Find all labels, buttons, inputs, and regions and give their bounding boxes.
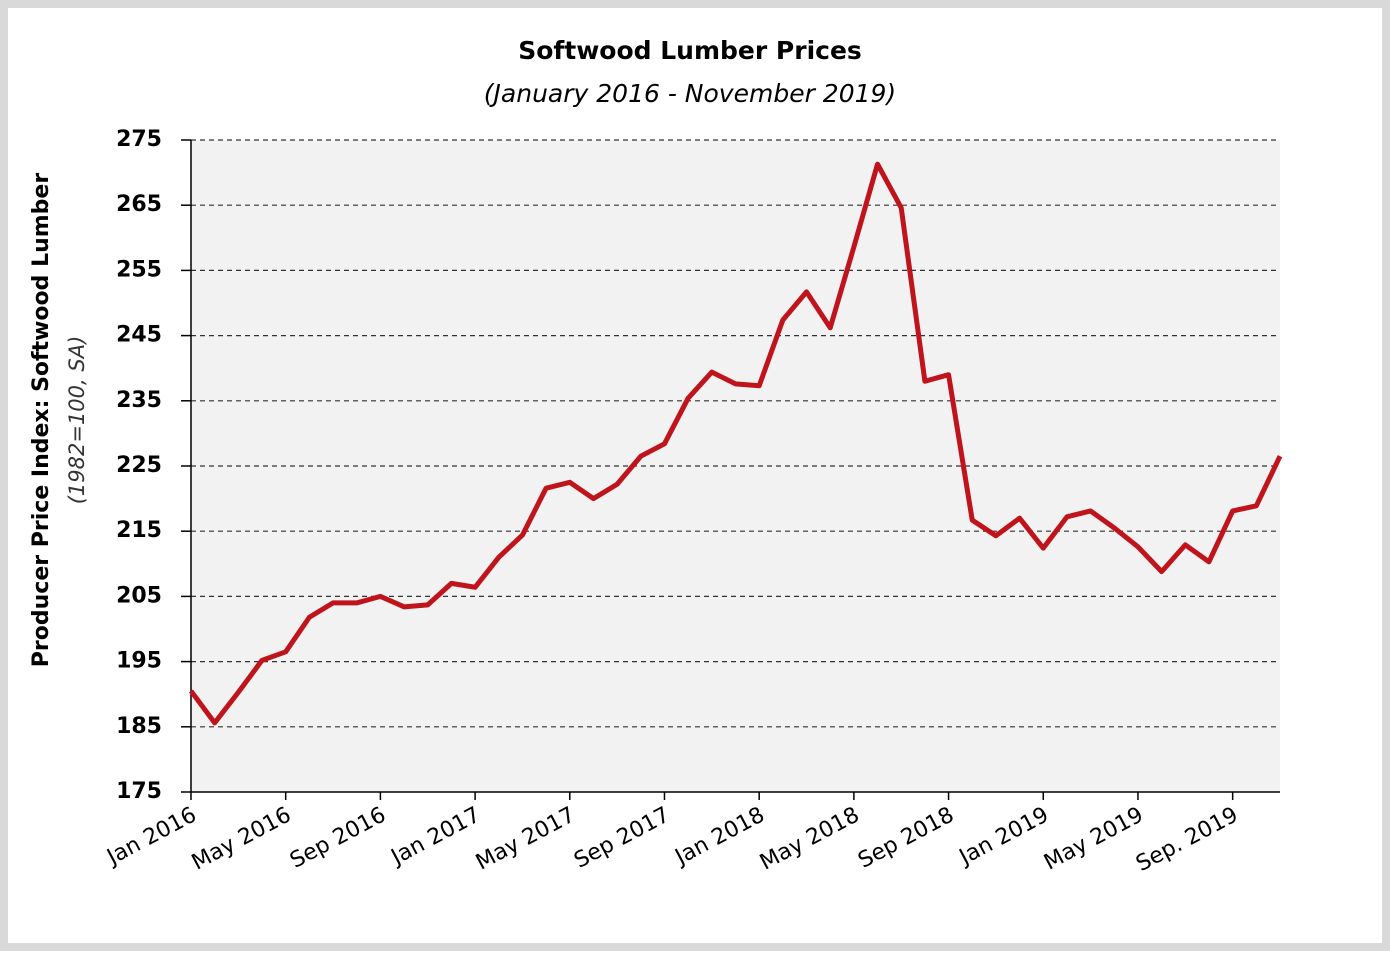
y-tick-label: 275 bbox=[116, 127, 162, 152]
chart-subtitle: (January 2016 - November 2019) bbox=[484, 79, 896, 108]
y-tick-label: 235 bbox=[116, 388, 162, 413]
y-tick-label: 215 bbox=[116, 518, 162, 543]
y-tick-label: 245 bbox=[116, 323, 162, 348]
y-tick-label: 255 bbox=[116, 257, 162, 282]
y-tick-label: 265 bbox=[116, 192, 162, 217]
y-tick-label: 175 bbox=[116, 779, 162, 804]
chart-title: Softwood Lumber Prices bbox=[518, 36, 862, 65]
y-tick-label: 205 bbox=[116, 583, 162, 608]
y-tick-label: 185 bbox=[116, 714, 162, 739]
line bbox=[188, 161, 1283, 726]
y-tick-label: 195 bbox=[116, 649, 162, 674]
y-axis-label: Producer Price Index: Softwood Lumber bbox=[29, 173, 54, 668]
y-axis-sublabel: (1982=100, SA) bbox=[65, 336, 89, 505]
y-tick-label: 225 bbox=[116, 453, 162, 478]
